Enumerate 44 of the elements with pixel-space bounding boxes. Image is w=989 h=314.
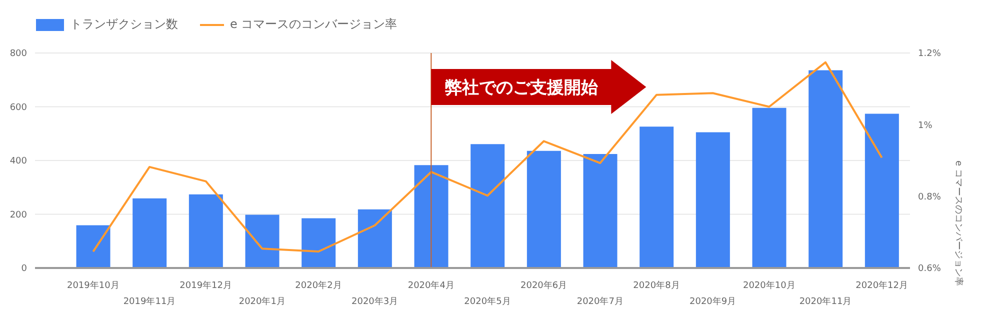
- bar: [414, 165, 448, 268]
- x-tick-label: 2020年6月: [520, 280, 568, 291]
- bar: [245, 214, 280, 268]
- x-tick-label: 2020年5月: [464, 296, 511, 307]
- y-tick-label: 400: [10, 156, 28, 167]
- bar: [808, 70, 843, 268]
- y2-tick-label: 1.2%: [918, 49, 942, 60]
- y2-axis-title: e コマースのコンバージョン率: [952, 160, 964, 286]
- x-tick-label: 2020年2月: [295, 280, 342, 291]
- x-tick-label: 2020年9月: [690, 296, 736, 307]
- x-tick-label: 2020年10月: [742, 280, 796, 291]
- x-tick-label: 2020年7月: [576, 296, 624, 307]
- x-tick-label: 2020年1月: [238, 296, 286, 307]
- x-tick-label: 2019年12月: [180, 280, 232, 291]
- bar: [76, 225, 110, 268]
- bar: [752, 108, 786, 268]
- bar: [302, 218, 336, 268]
- bar: [132, 198, 167, 268]
- bar: [696, 132, 730, 268]
- x-tick-label: 2020年4月: [408, 280, 454, 291]
- x-tick-label: 2020年8月: [633, 280, 680, 291]
- y-tick-label: 800: [10, 49, 28, 60]
- bar: [188, 194, 223, 268]
- bar: [583, 154, 618, 268]
- bar: [864, 114, 899, 268]
- y2-tick-label: 0.6%: [918, 264, 942, 274]
- legend-label: e コマースのコンバージョン率: [229, 16, 398, 33]
- y2-tick-label: 1%: [918, 120, 933, 131]
- y2-tick-label: 0.8%: [918, 192, 942, 203]
- y-tick-label: 600: [10, 102, 28, 113]
- ref-line-label: 弊社でのご支援開始: [445, 78, 600, 98]
- line-series: [92, 61, 883, 253]
- bar: [358, 209, 392, 268]
- legend-label: トランザクション数: [69, 16, 178, 33]
- x-tick-label: 2020年11月: [799, 296, 852, 307]
- x-tick-label: 2020年12月: [856, 280, 908, 291]
- x-tick-label: 2019年10月: [66, 280, 120, 291]
- x-tick-label: 2019年11月: [123, 296, 176, 307]
- y-tick-label: 0: [21, 264, 28, 274]
- x-tick-label: 2020年3月: [352, 296, 398, 307]
- bar: [640, 126, 674, 268]
- bar: [470, 144, 505, 268]
- y-tick-label: 200: [10, 210, 28, 220]
- bar: [526, 150, 561, 268]
